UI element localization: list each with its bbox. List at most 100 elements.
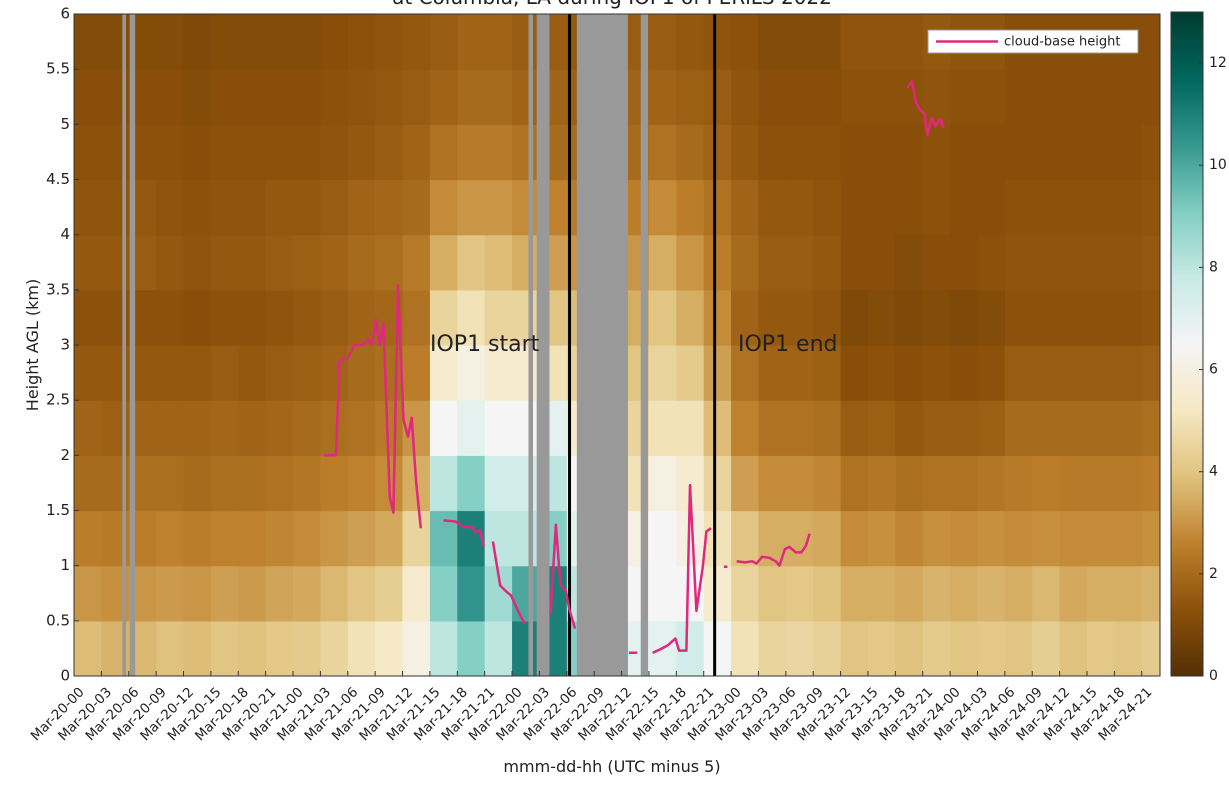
heatmap-cell — [1141, 345, 1160, 401]
heatmap-cell — [813, 179, 842, 236]
heatmap-cell — [1059, 455, 1088, 512]
heatmap-cell — [320, 565, 349, 622]
heatmap-cell — [293, 179, 322, 236]
heatmap-cell — [265, 289, 294, 346]
heatmap-cell — [950, 234, 979, 291]
heatmap-cell — [210, 400, 239, 456]
colorbar-tick-label: 10 — [1209, 157, 1227, 173]
heatmap-cell — [347, 620, 376, 676]
heatmap-cell — [183, 510, 212, 567]
y-tick-label: 2.5 — [46, 391, 70, 409]
heatmap-cell — [457, 289, 486, 346]
colorbar-tick-label: 8 — [1209, 259, 1218, 275]
y-tick-label: 0.5 — [46, 611, 70, 629]
heatmap-cell — [457, 620, 486, 676]
heatmap-cell — [731, 14, 760, 70]
heatmap-cell — [320, 510, 349, 567]
heatmap-cell — [429, 565, 458, 622]
heatmap-cell — [183, 565, 212, 622]
heatmap-cell — [676, 124, 705, 181]
heatmap-cell — [210, 124, 239, 181]
y-tick-label: 5.5 — [46, 60, 70, 78]
heatmap-cell — [1032, 565, 1061, 622]
heatmap-cell — [758, 620, 787, 676]
heatmap-cell — [1114, 345, 1143, 401]
heatmap-cell — [484, 289, 513, 346]
heatmap-cell — [265, 620, 294, 676]
heatmap-cell — [183, 14, 212, 70]
heatmap-cell — [512, 345, 541, 401]
heatmap-cell — [183, 69, 212, 125]
heatmap-cell — [731, 620, 760, 676]
heatmap-cell — [402, 234, 431, 291]
heatmap-cell — [429, 124, 458, 181]
heatmap-cell — [210, 565, 239, 622]
heatmap-cell — [1086, 234, 1115, 291]
heatmap-cell — [375, 124, 404, 181]
heatmap-cell — [922, 234, 951, 291]
heatmap-cell — [74, 510, 102, 567]
heatmap-cell — [265, 234, 294, 291]
heatmap-cell — [238, 179, 267, 236]
heatmap-cell — [648, 400, 677, 456]
heatmap-cell — [375, 345, 404, 401]
heatmap-cell — [867, 179, 896, 236]
heatmap-cell — [703, 510, 732, 567]
heatmap-cell — [922, 345, 951, 401]
heatmap-cell — [895, 620, 924, 676]
heatmap-cell — [320, 289, 349, 346]
heatmap-cell — [840, 345, 869, 401]
heatmap-cell — [895, 565, 924, 622]
heatmap-cell — [676, 179, 705, 236]
heatmap-cell — [676, 620, 705, 676]
heatmap-cell — [867, 345, 896, 401]
cloud-base-line — [324, 80, 945, 655]
heatmap-cell — [156, 234, 185, 291]
heatmap-cell — [320, 69, 349, 125]
heatmap-cell — [895, 179, 924, 236]
heatmap-cell — [74, 14, 102, 70]
heatmap-cell — [785, 400, 814, 456]
heatmap-cell — [977, 510, 1006, 567]
heatmap-cell — [1114, 69, 1143, 125]
heatmap-cell — [758, 69, 787, 125]
heatmap-cell — [785, 14, 814, 70]
heatmap-cell — [895, 455, 924, 512]
heatmap-cell — [922, 400, 951, 456]
heatmap-cell — [1114, 565, 1143, 622]
heatmap-cell — [1141, 14, 1160, 70]
heatmap-cell — [183, 124, 212, 181]
heatmap-cell — [265, 14, 294, 70]
heatmap-cell — [813, 455, 842, 512]
heatmap-cell — [265, 179, 294, 236]
heatmap-cell — [512, 124, 541, 181]
heatmap-cell — [512, 234, 541, 291]
heatmap-cell — [1141, 510, 1160, 567]
heatmap-cell — [1059, 400, 1088, 456]
heatmap-cell — [1032, 289, 1061, 346]
colorbar-tick-label: 2 — [1209, 566, 1218, 582]
heatmap-cell — [703, 400, 732, 456]
heatmap-cell — [676, 14, 705, 70]
heatmap-cell — [758, 124, 787, 181]
y-tick-label: 3 — [60, 336, 70, 354]
y-tick-label: 6 — [60, 5, 70, 23]
heatmap-cell — [484, 14, 513, 70]
heatmap-cell — [347, 289, 376, 346]
heatmap-cell — [648, 565, 677, 622]
heatmap-cell — [950, 179, 979, 236]
heatmap-cell — [1004, 510, 1033, 567]
heatmap-cell — [429, 510, 458, 567]
heatmap-cell — [895, 510, 924, 567]
heatmap-cell — [703, 69, 732, 125]
heatmap-cell — [402, 510, 431, 567]
heatmap-cell — [867, 234, 896, 291]
heatmap-cell — [512, 14, 541, 70]
heatmap-cell — [429, 620, 458, 676]
heatmap-cell — [183, 289, 212, 346]
heatmap-cell — [347, 510, 376, 567]
heatmap-cell — [813, 289, 842, 346]
heatmap-cell — [977, 455, 1006, 512]
heatmap-cell — [238, 69, 267, 125]
legend: cloud-base height — [927, 29, 1139, 54]
